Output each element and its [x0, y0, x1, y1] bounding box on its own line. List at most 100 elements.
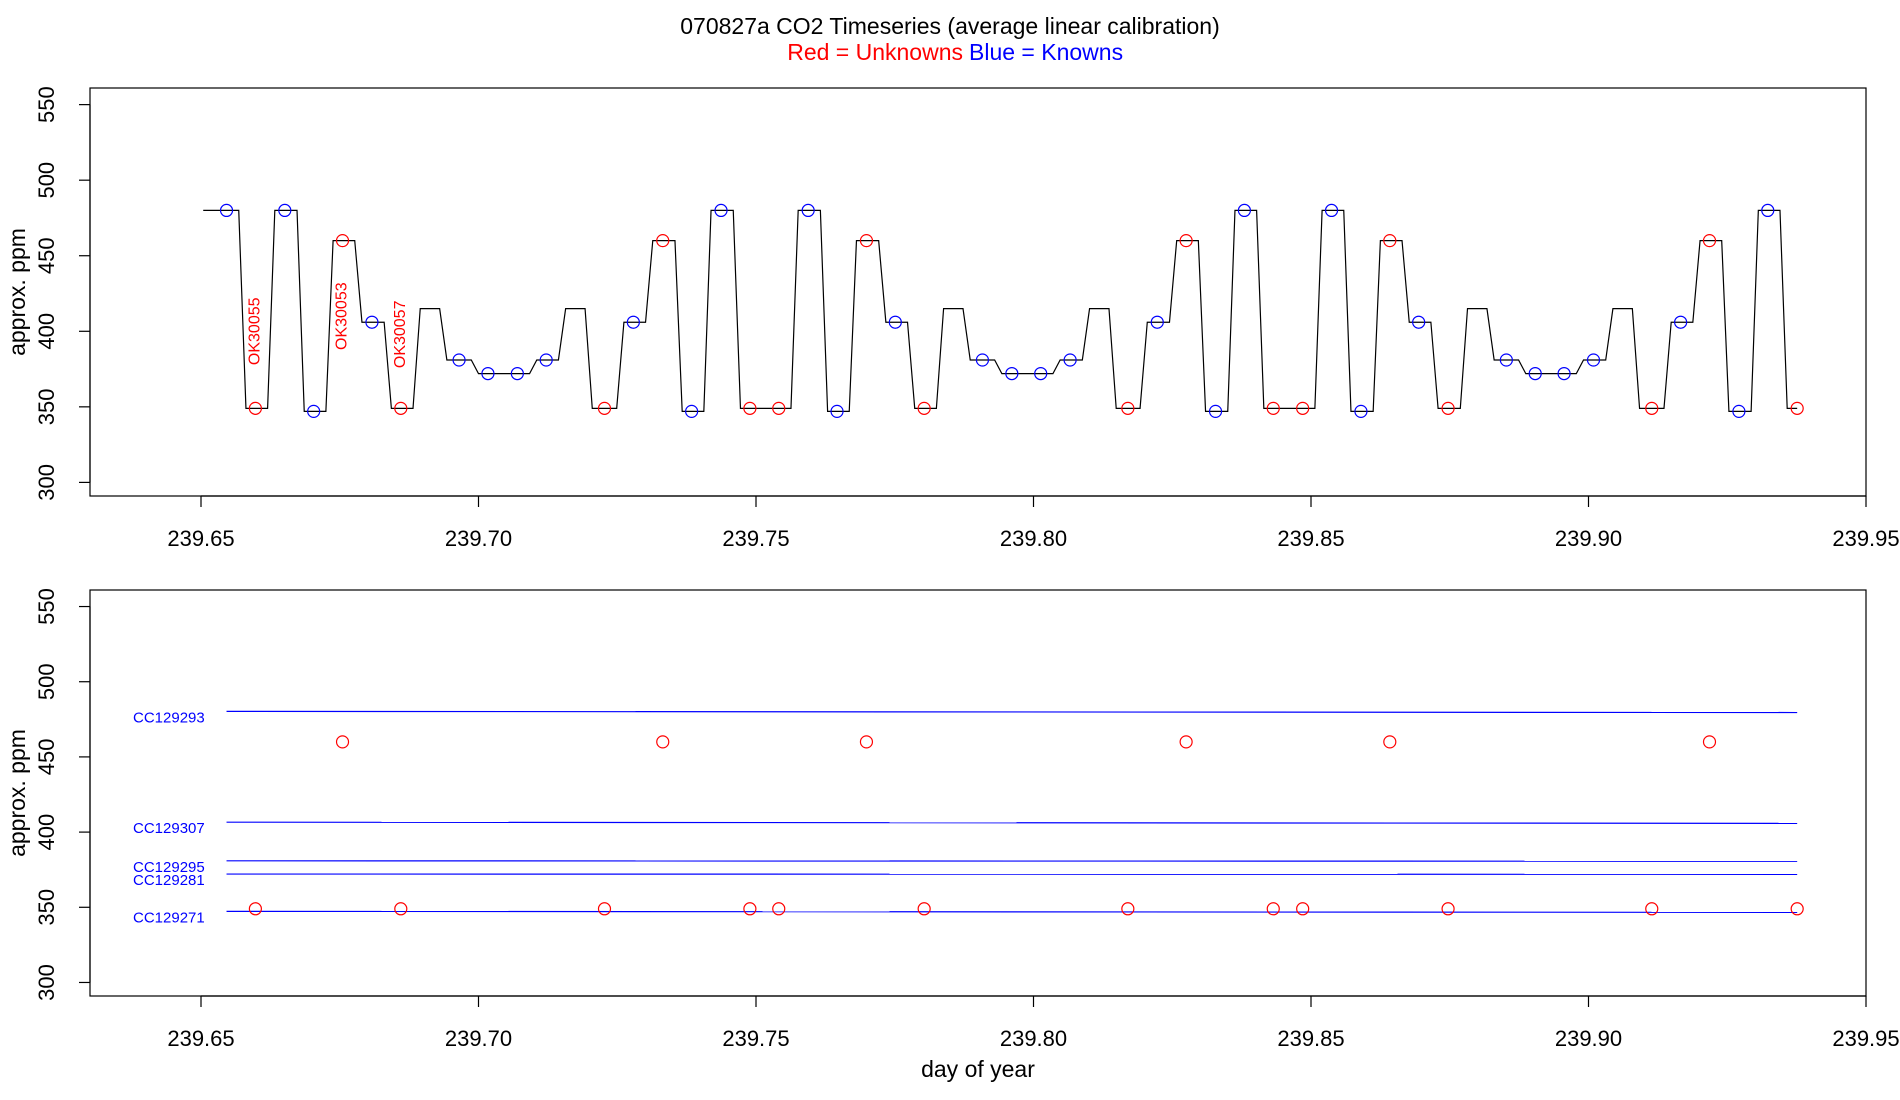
data-point — [743, 902, 757, 916]
subtitle: Red = Unknowns — [787, 39, 963, 65]
data-point — [394, 401, 408, 415]
data-point — [335, 234, 350, 248]
data-point — [219, 203, 234, 217]
data-point — [248, 902, 262, 916]
y-axis-label: approx. ppm — [4, 228, 30, 356]
chart-title: 070827a CO2 Timeseries (average linear c… — [680, 13, 1220, 39]
data-point — [1208, 404, 1223, 418]
data-point — [1499, 353, 1513, 367]
subtitle: Blue = Knowns — [969, 39, 1123, 65]
line-label: CC129271 — [133, 909, 205, 926]
data-point — [656, 234, 670, 248]
data-point — [248, 401, 262, 415]
x-tick-label: 239.95 — [1832, 526, 1899, 551]
data-point — [365, 315, 379, 329]
data-point — [859, 735, 874, 749]
data-point — [1034, 367, 1048, 381]
x-tick-label: 239.75 — [722, 1026, 789, 1051]
x-axis-label: day of year — [921, 1056, 1035, 1082]
line-label: CC129307 — [133, 820, 205, 837]
y-tick-label: 400 — [34, 313, 59, 350]
y-axis-label: approx. ppm — [4, 729, 30, 857]
y-tick-label: 550 — [34, 588, 59, 625]
data-point — [1412, 315, 1426, 329]
data-point — [626, 315, 640, 329]
y-tick-label: 300 — [34, 964, 59, 1001]
data-point — [597, 401, 612, 415]
data-point — [743, 401, 757, 415]
plot-frame — [89, 589, 1867, 997]
data-point — [1790, 902, 1804, 916]
data-point — [452, 353, 466, 367]
y-tick-label: 350 — [34, 388, 59, 425]
data-point — [1702, 735, 1717, 749]
x-tick-label: 239.85 — [1277, 1026, 1344, 1051]
x-tick-label: 239.80 — [1000, 1026, 1067, 1051]
data-point — [1179, 735, 1193, 749]
x-tick-label: 239.90 — [1555, 1026, 1622, 1051]
y-tick-label: 450 — [34, 237, 59, 274]
plot-frame — [89, 87, 1867, 497]
data-point — [1179, 234, 1193, 248]
y-tick-label: 300 — [34, 464, 59, 501]
data-point — [1557, 367, 1571, 381]
data-line — [226, 910, 1798, 913]
data-point — [830, 404, 844, 418]
x-tick-label: 239.85 — [1277, 526, 1344, 551]
data-point — [888, 315, 902, 329]
line-label: CC129293 — [133, 709, 205, 726]
data-point — [1790, 401, 1804, 415]
data-line — [226, 710, 1798, 714]
x-tick-label: 239.70 — [445, 1026, 512, 1051]
data-point — [1296, 902, 1310, 916]
data-point — [481, 367, 495, 381]
data-line — [203, 209, 1798, 412]
data-point — [1266, 401, 1280, 415]
x-tick-label: 239.65 — [167, 526, 234, 551]
data-point — [1121, 902, 1135, 916]
data-point — [1324, 203, 1339, 217]
data-point — [917, 401, 931, 415]
data-point — [772, 902, 786, 916]
y-tick-label: 500 — [34, 663, 59, 700]
data-point — [801, 203, 815, 217]
line-label: CC129295 — [133, 859, 205, 876]
annotation: OK30055 — [247, 297, 264, 365]
annotation: OK30057 — [392, 300, 409, 368]
x-tick-label: 239.95 — [1832, 1026, 1899, 1051]
data-point — [1702, 234, 1717, 248]
data-point — [1528, 367, 1542, 381]
data-point — [1732, 404, 1746, 418]
data-point — [307, 404, 321, 418]
data-point — [1005, 367, 1019, 381]
data-point — [1383, 234, 1397, 248]
data-point — [278, 203, 292, 217]
data-point — [539, 353, 553, 367]
data-line — [226, 821, 1798, 824]
data-point — [335, 735, 350, 749]
data-point — [859, 234, 874, 248]
data-point — [685, 404, 699, 418]
x-tick-label: 239.65 — [167, 1026, 234, 1051]
data-point — [714, 203, 728, 217]
x-tick-label: 239.75 — [722, 526, 789, 551]
y-tick-label: 350 — [34, 889, 59, 926]
data-point — [1674, 315, 1688, 329]
data-point — [975, 353, 990, 367]
data-point — [1761, 203, 1775, 217]
data-point — [1121, 401, 1135, 415]
annotation: OK30053 — [334, 282, 351, 350]
data-point — [772, 401, 786, 415]
data-point — [1237, 203, 1252, 217]
data-point — [656, 735, 670, 749]
data-point — [1354, 404, 1368, 418]
data-point — [1441, 902, 1455, 916]
data-point — [1296, 401, 1310, 415]
data-point — [917, 902, 931, 916]
data-point — [510, 367, 524, 381]
line-label: CC129281 — [133, 872, 205, 889]
data-point — [1586, 353, 1601, 367]
y-tick-label: 550 — [34, 86, 59, 123]
